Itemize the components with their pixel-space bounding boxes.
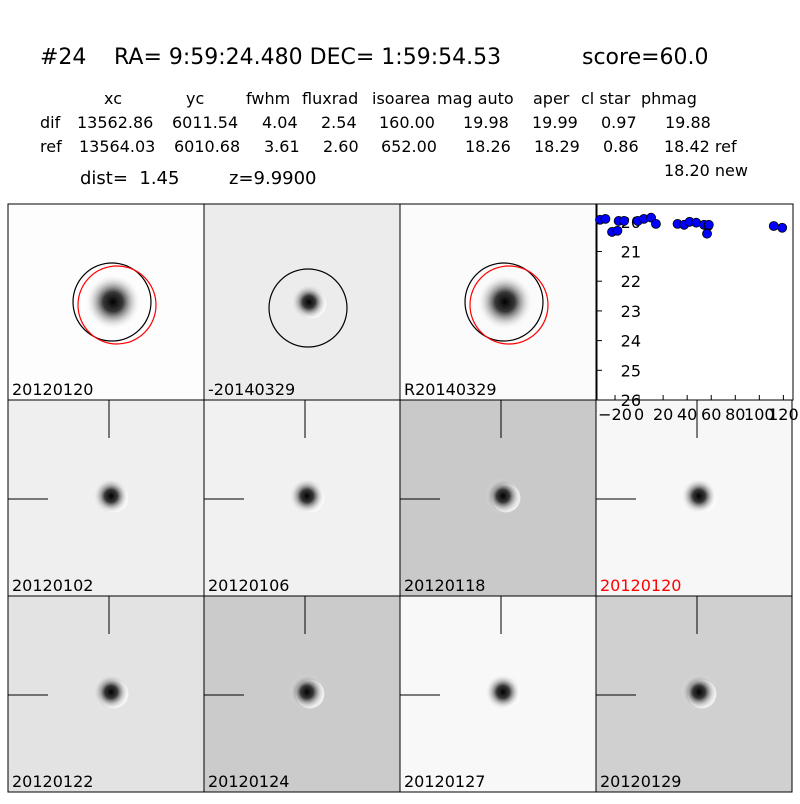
- cell: 0.86: [603, 137, 639, 156]
- cell: 18.26: [465, 137, 511, 156]
- star: [93, 478, 129, 514]
- aperture: [72, 262, 152, 342]
- x-tick-label: 60: [701, 405, 721, 424]
- star: [289, 674, 325, 710]
- cell: 18.42 ref: [664, 137, 737, 156]
- plot-area: [596, 203, 794, 401]
- x-tick-label: −20: [598, 405, 632, 424]
- column-header: fwhm: [246, 89, 290, 108]
- score: score=60.0: [582, 45, 709, 70]
- y-tick-label: 23: [621, 302, 641, 321]
- cell: 2.60: [323, 137, 359, 156]
- point: [702, 228, 712, 239]
- point: [619, 216, 629, 226]
- star: [485, 478, 521, 514]
- panel-label: 20120118: [404, 576, 485, 595]
- star: [681, 478, 717, 514]
- cell: 18.29: [534, 137, 580, 156]
- panel-label: 20120124: [208, 772, 289, 791]
- star: [291, 284, 327, 320]
- column-header: isoarea: [372, 89, 430, 108]
- column-header: xc: [104, 89, 122, 108]
- cell: 6010.68: [174, 137, 240, 156]
- aperture: [268, 268, 348, 348]
- panel-label: 20120122: [12, 772, 93, 791]
- column-header: phmag: [641, 89, 697, 108]
- z-value: z=9.9900: [229, 168, 317, 189]
- aperture: [464, 262, 544, 342]
- star: [681, 674, 717, 710]
- panel-label: 20120120: [12, 380, 93, 399]
- column-header: mag auto: [437, 89, 514, 108]
- star: [477, 274, 533, 330]
- new-mag: 18.20 new: [664, 161, 748, 180]
- cell: 6011.54: [172, 113, 238, 132]
- star: [85, 274, 141, 330]
- x-tick-label: 120: [768, 405, 799, 424]
- ref-aperture: [77, 265, 157, 345]
- panel-label: 20120127: [404, 772, 485, 791]
- cell: 19.98: [463, 113, 509, 132]
- column-header: fluxrad: [302, 89, 358, 108]
- cell: 13562.86: [77, 113, 153, 132]
- y-tick-label: 22: [621, 272, 641, 291]
- dist: dist= 1.45: [80, 168, 179, 189]
- panel-label: 20120120: [600, 576, 681, 595]
- coordinates: RA= 9:59:24.480 DEC= 1:59:54.53: [114, 45, 501, 70]
- object-id: #24: [40, 45, 86, 70]
- x-tick-label: 100: [744, 405, 775, 424]
- ref-aperture: [469, 265, 549, 345]
- panel-label: 20120106: [208, 576, 289, 595]
- point: [600, 213, 611, 224]
- y-tick-label: 24: [621, 332, 641, 351]
- x-tick-label: 40: [677, 405, 697, 424]
- star: [485, 674, 521, 710]
- row-label: ref: [40, 137, 62, 156]
- cell: 652.00: [381, 137, 437, 156]
- cell: 13564.03: [79, 137, 155, 156]
- cell: 160.00: [379, 113, 435, 132]
- point: [777, 222, 788, 233]
- panel-label: 20120102: [12, 576, 93, 595]
- y-tick-label: 26: [621, 391, 641, 410]
- point: [651, 218, 661, 229]
- star: [289, 478, 325, 514]
- image-panel: [7, 595, 205, 793]
- point: [703, 219, 714, 230]
- column-header: yc: [186, 89, 204, 108]
- panel-label: R20140329: [404, 380, 497, 399]
- cell: 4.04: [262, 113, 298, 132]
- panel-label: -20140329: [208, 380, 295, 399]
- point: [768, 221, 779, 231]
- y-tick-label: 25: [621, 361, 641, 380]
- cell: 3.61: [264, 137, 300, 156]
- cell: 0.97: [601, 113, 637, 132]
- x-tick-label: 20: [653, 405, 673, 424]
- y-tick-label: 21: [621, 243, 641, 262]
- cell: 19.88: [665, 113, 711, 132]
- row-label: dif: [40, 113, 61, 132]
- column-header: aper: [533, 89, 570, 108]
- panel-label: 20120129: [600, 772, 681, 791]
- cell: 2.54: [321, 113, 357, 132]
- x-tick-label: 0: [634, 405, 644, 424]
- column-header: cl star: [581, 89, 631, 108]
- x-tick-label: 80: [725, 405, 745, 424]
- point: [612, 225, 623, 236]
- cell: 19.99: [532, 113, 578, 132]
- star: [93, 674, 129, 710]
